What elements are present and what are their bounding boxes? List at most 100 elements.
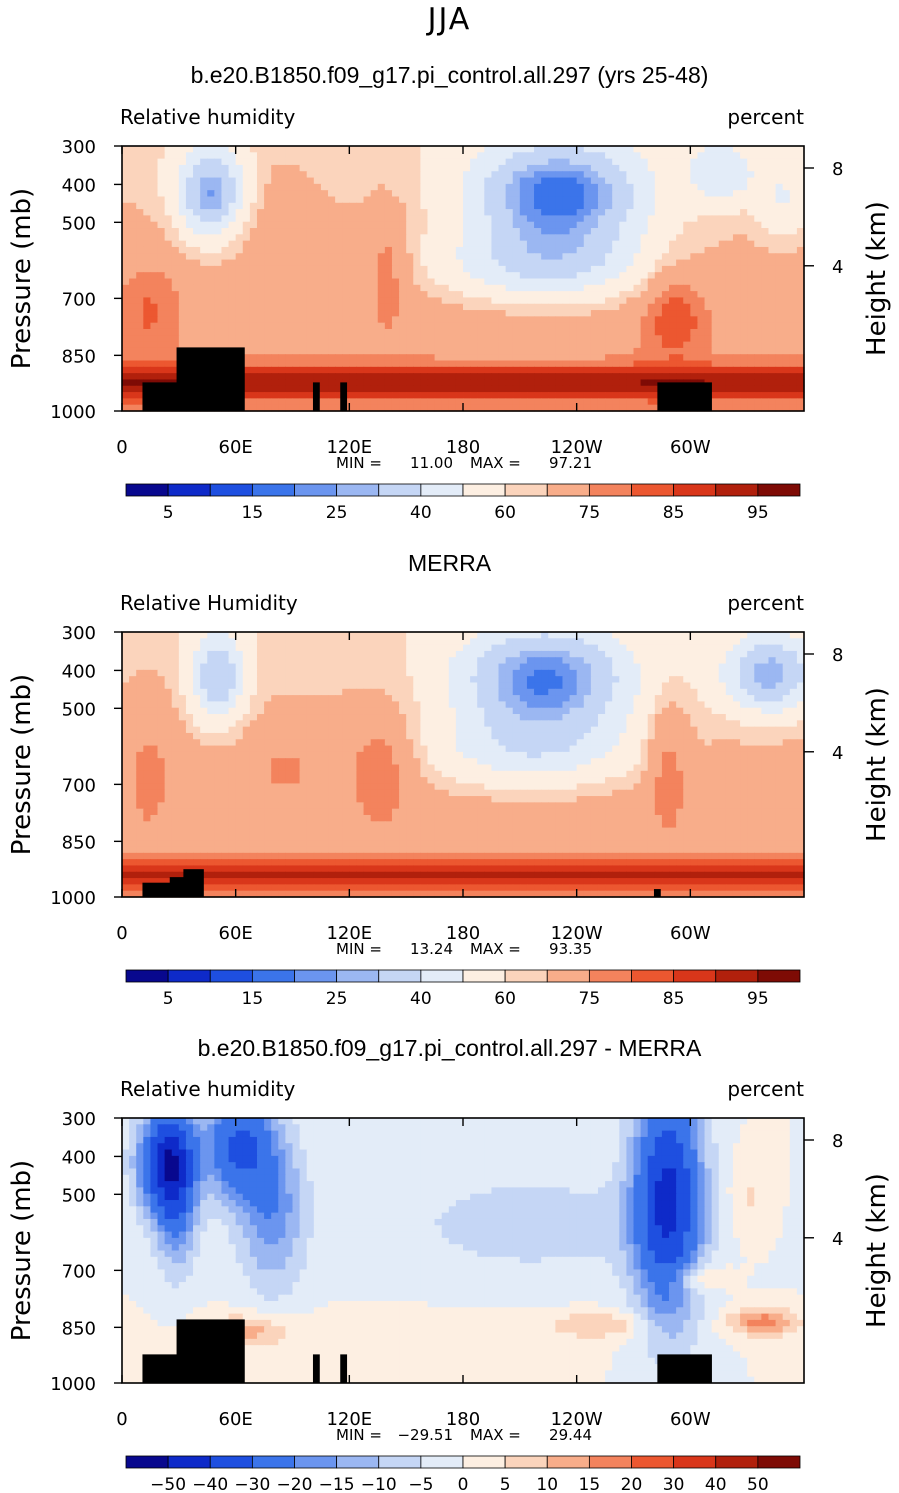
contour-cell	[122, 366, 130, 374]
contour-cell	[597, 347, 606, 355]
contour-cell	[541, 663, 549, 671]
contour-cell	[505, 272, 514, 280]
contour-cell	[647, 385, 656, 393]
contour-cell	[725, 278, 734, 286]
contour-cell	[732, 328, 741, 336]
contour-cell	[555, 373, 564, 381]
contour-cell	[725, 676, 734, 684]
contour-cell	[356, 335, 365, 343]
contour-cell	[732, 682, 741, 690]
contour-cell	[249, 265, 258, 273]
contour-cell	[619, 177, 627, 185]
contour-cell	[221, 297, 230, 305]
contour-cell	[221, 335, 230, 343]
contour-cell	[505, 196, 514, 204]
contour-cell	[605, 196, 613, 204]
contour-cell	[526, 310, 535, 317]
contour-cell	[796, 177, 805, 185]
contour-cell	[427, 360, 436, 368]
contour-cell	[647, 398, 656, 406]
contour-cell	[370, 272, 379, 280]
contour-cell	[463, 398, 471, 406]
contour-cell	[796, 682, 805, 690]
contour-cell	[399, 177, 407, 185]
contour-cell	[200, 688, 208, 696]
contour-cell	[747, 171, 755, 179]
contour-cell	[384, 253, 393, 261]
contour-cell	[768, 190, 777, 198]
contour-cell	[434, 265, 443, 273]
contour-cell	[562, 246, 571, 254]
contour-cell	[313, 316, 322, 324]
contour-cell	[669, 638, 677, 646]
contour-cell	[676, 669, 684, 677]
contour-cell	[157, 209, 166, 217]
contour-cell	[597, 328, 606, 336]
contour-cell	[193, 240, 201, 248]
contour-cell	[640, 284, 649, 292]
contour-cell	[669, 676, 677, 684]
contour-cell	[342, 158, 350, 166]
contour-cell	[384, 265, 393, 273]
contour-cell	[555, 657, 564, 665]
contour-cell	[406, 183, 414, 191]
contour-cell	[597, 360, 606, 368]
contour-cell	[491, 644, 500, 652]
contour-cell	[633, 246, 642, 254]
contour-cell	[455, 228, 464, 235]
contour-cell	[697, 177, 706, 185]
contour-cell	[129, 164, 137, 172]
contour-cell	[178, 240, 187, 248]
contour-cell	[569, 341, 578, 349]
contour-cell	[342, 164, 350, 172]
contour-cell	[136, 297, 144, 305]
contour-cell	[356, 328, 365, 336]
contour-cell	[477, 310, 485, 317]
contour-cell	[271, 146, 279, 153]
contour-cell	[463, 310, 471, 317]
contour-cell	[548, 310, 556, 317]
contour-cell	[370, 146, 379, 153]
contour-cell	[434, 322, 443, 330]
contour-cell	[249, 240, 258, 248]
contour-cell	[384, 278, 393, 286]
contour-cell	[484, 341, 493, 349]
contour-cell	[463, 328, 471, 336]
contour-cell	[690, 682, 699, 690]
contour-cell	[470, 215, 478, 223]
contour-cell	[264, 379, 272, 387]
contour-cell	[605, 398, 613, 406]
contour-cell	[249, 366, 258, 374]
contour-cell	[448, 164, 457, 172]
contour-cell	[342, 272, 350, 280]
contour-cell	[711, 278, 720, 286]
contour-cell	[171, 164, 180, 172]
contour-cell	[328, 196, 336, 204]
contour-cell	[342, 215, 350, 223]
contour-cell	[647, 360, 656, 368]
contour-cell	[129, 265, 137, 273]
contour-cell	[157, 682, 166, 690]
contour-cell	[384, 158, 393, 166]
contour-cell	[555, 253, 564, 261]
contour-cell	[683, 152, 691, 160]
contour-cell	[697, 253, 706, 261]
contour-cell	[477, 215, 485, 223]
contour-cell	[320, 663, 329, 671]
contour-cell	[704, 297, 713, 305]
contour-cell	[725, 228, 734, 235]
contour-cell	[690, 259, 699, 267]
contour-cell	[406, 335, 414, 343]
contour-cell	[526, 158, 535, 166]
contour-cell	[278, 272, 286, 280]
contour-cell	[619, 209, 627, 217]
contour-cell	[406, 297, 414, 305]
contour-cell	[455, 632, 464, 639]
contour-cell	[242, 253, 251, 261]
contour-cell	[526, 366, 535, 374]
contour-cell	[363, 164, 372, 172]
contour-cell	[491, 284, 500, 292]
contour-cell	[448, 385, 457, 393]
contour-cell	[484, 177, 493, 185]
contour-cell	[676, 284, 684, 292]
